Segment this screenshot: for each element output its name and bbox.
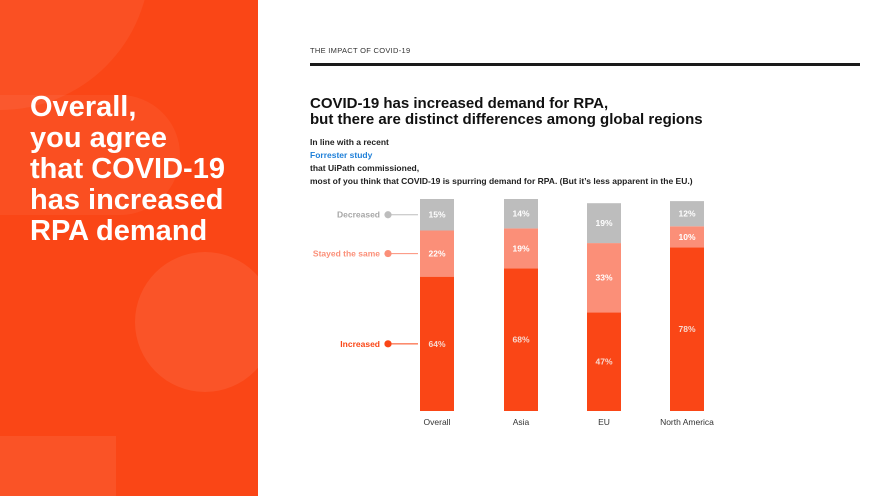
data-label: 15% (428, 210, 445, 220)
data-label: 19% (595, 218, 612, 228)
header-divider (310, 63, 860, 66)
x-axis-label: Overall (424, 417, 451, 427)
data-label: 19% (512, 243, 529, 253)
subtitle-line-2: most of you think that COVID-19 is spurr… (310, 176, 693, 186)
data-label: 68% (512, 335, 529, 345)
bar-segment-stayed-the-same (670, 226, 704, 248)
headline-line: you agree (30, 122, 167, 154)
legend-dot (384, 211, 392, 219)
chart-subtitle: In line with a recent Forrester study th… (310, 136, 693, 188)
chart-title: COVID-19 has increased demand for RPA, b… (310, 96, 703, 128)
legend-label: Increased (340, 339, 380, 349)
bar-segment-stayed-the-same (420, 230, 454, 277)
chart-title-line: but there are distinct differences among… (310, 111, 703, 128)
data-label: 10% (678, 232, 695, 242)
forrester-study-link[interactable]: Forrester study (310, 150, 373, 160)
data-label: 12% (678, 209, 695, 219)
data-label: 64% (428, 339, 445, 349)
bar-segment-increased (587, 312, 621, 411)
headline-line: has increased (30, 184, 224, 216)
bar-segment-decreased (420, 199, 454, 231)
legend-label: Stayed the same (313, 249, 380, 259)
subtitle-text: In line with a recent (310, 137, 389, 147)
bar-segment-stayed-the-same (587, 243, 621, 313)
x-axis-label: Asia (513, 417, 530, 427)
bar-segment-decreased (504, 199, 538, 229)
headline: Overall, you agree that COVID-19 has inc… (30, 92, 245, 247)
legend-dot (384, 249, 392, 258)
x-axis-label: North America (660, 417, 714, 427)
legend-label: Decreased (337, 210, 380, 220)
bar-segment-increased (420, 276, 454, 411)
headline-line: Overall, (30, 91, 137, 123)
bar-segment-increased (504, 268, 538, 411)
chart-title-line: COVID-19 has increased demand for RPA, (310, 95, 609, 112)
bar-segment-stayed-the-same (504, 228, 538, 269)
bar-segment-increased (670, 247, 704, 411)
subtitle-line-1: In line with a recent Forrester study th… (310, 136, 693, 175)
data-label: 33% (595, 273, 612, 283)
section-label: THE IMPACT OF COVID-19 (310, 46, 411, 55)
legend-dot (384, 340, 392, 348)
headline-line: that COVID-19 (30, 153, 225, 185)
subtitle-text: that UiPath commissioned, (310, 163, 420, 173)
x-axis-label: EU (598, 417, 610, 427)
bar-segment-decreased (587, 203, 621, 244)
bar-segment-decreased (670, 201, 704, 227)
data-label: 14% (512, 209, 529, 219)
data-label: 78% (678, 324, 695, 334)
headline-line: RPA demand (30, 215, 208, 247)
data-label: 47% (595, 357, 612, 367)
data-label: 22% (428, 249, 445, 259)
